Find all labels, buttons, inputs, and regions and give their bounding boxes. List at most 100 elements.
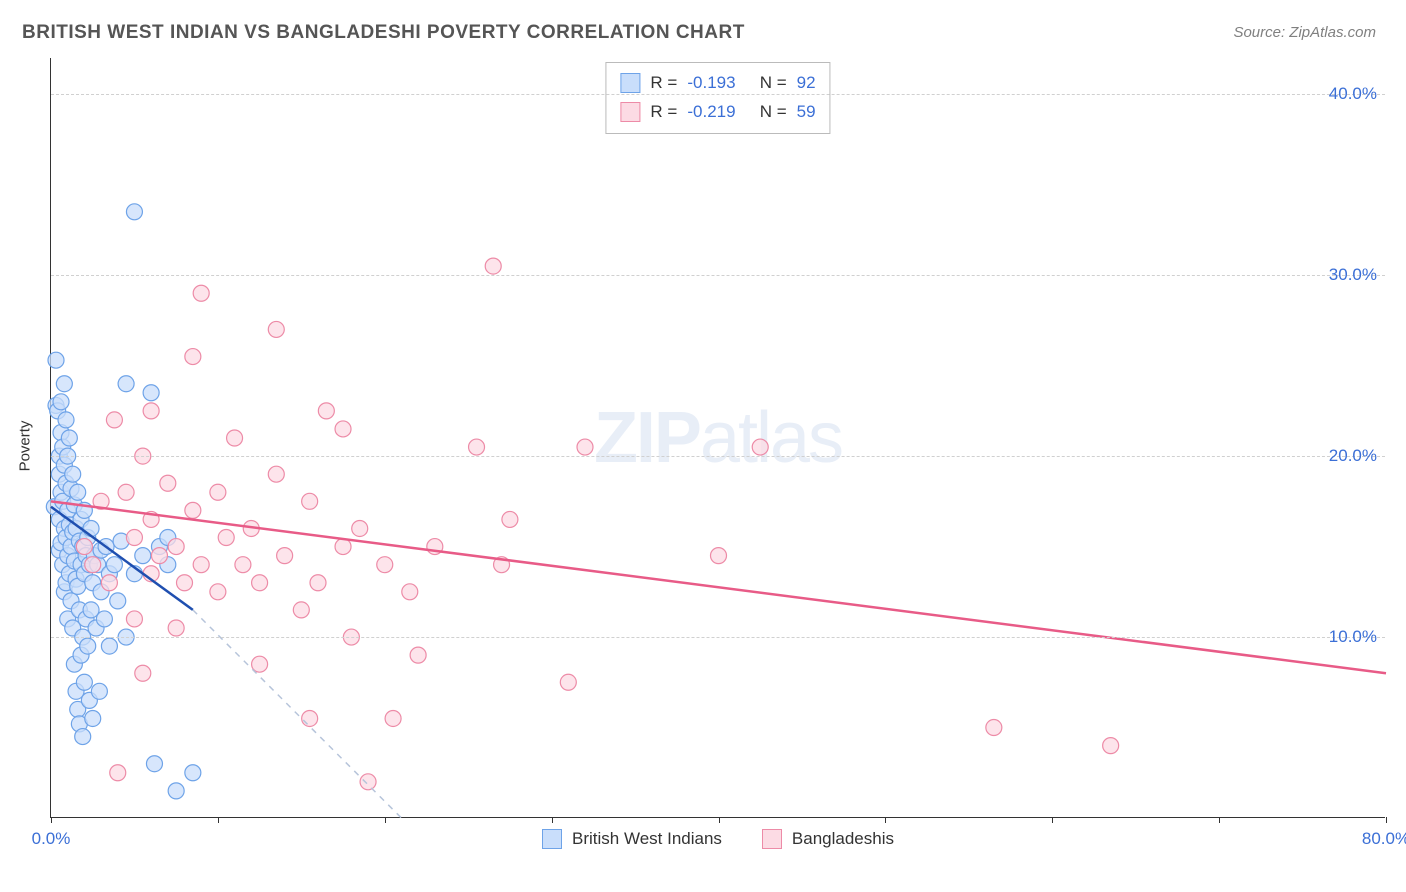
x-tick bbox=[885, 817, 886, 823]
data-point bbox=[752, 439, 768, 455]
data-point bbox=[268, 321, 284, 337]
data-point bbox=[135, 548, 151, 564]
plot-area: ZIPatlas R = -0.193 N = 92R = -0.219 N =… bbox=[50, 58, 1385, 818]
data-point bbox=[151, 548, 167, 564]
data-point bbox=[61, 430, 77, 446]
legend-swatch bbox=[542, 829, 562, 849]
data-point bbox=[76, 674, 92, 690]
legend-r-value: -0.219 bbox=[687, 98, 735, 127]
data-point bbox=[185, 349, 201, 365]
data-point bbox=[185, 502, 201, 518]
data-point bbox=[101, 575, 117, 591]
data-point bbox=[76, 539, 92, 555]
data-point bbox=[335, 539, 351, 555]
data-point bbox=[711, 548, 727, 564]
data-point bbox=[469, 439, 485, 455]
data-point bbox=[53, 394, 69, 410]
data-point bbox=[101, 638, 117, 654]
data-point bbox=[210, 484, 226, 500]
legend-series-item: British West Indians bbox=[542, 829, 722, 849]
trend-line bbox=[51, 501, 1386, 673]
x-tick bbox=[51, 817, 52, 823]
x-tick bbox=[1052, 817, 1053, 823]
data-point bbox=[75, 729, 91, 745]
data-point bbox=[210, 584, 226, 600]
data-point bbox=[110, 593, 126, 609]
data-point bbox=[65, 466, 81, 482]
data-point bbox=[318, 403, 334, 419]
data-point bbox=[83, 520, 99, 536]
data-point bbox=[106, 557, 122, 573]
x-tick bbox=[1386, 817, 1387, 823]
data-point bbox=[302, 493, 318, 509]
data-point bbox=[360, 774, 376, 790]
chart-container: BRITISH WEST INDIAN VS BANGLADESHI POVER… bbox=[0, 0, 1406, 892]
legend-correlation: R = -0.193 N = 92R = -0.219 N = 59 bbox=[605, 62, 830, 134]
data-point bbox=[58, 412, 74, 428]
data-point bbox=[126, 611, 142, 627]
data-point bbox=[193, 557, 209, 573]
chart-title: BRITISH WEST INDIAN VS BANGLADESHI POVER… bbox=[22, 22, 745, 44]
y-tick-label: 20.0% bbox=[1329, 446, 1377, 466]
gridline bbox=[51, 456, 1385, 457]
data-point bbox=[118, 376, 134, 392]
x-tick-label: 0.0% bbox=[32, 829, 71, 849]
y-tick-label: 30.0% bbox=[1329, 265, 1377, 285]
data-point bbox=[502, 511, 518, 527]
data-point bbox=[143, 385, 159, 401]
data-point bbox=[146, 756, 162, 772]
gridline bbox=[51, 637, 1385, 638]
data-point bbox=[227, 430, 243, 446]
gridline bbox=[51, 275, 1385, 276]
data-point bbox=[560, 674, 576, 690]
data-point bbox=[235, 557, 251, 573]
legend-r-label: R = bbox=[650, 98, 677, 127]
x-tick bbox=[218, 817, 219, 823]
y-tick-label: 40.0% bbox=[1329, 84, 1377, 104]
data-point bbox=[252, 656, 268, 672]
source-attribution: Source: ZipAtlas.com bbox=[1233, 24, 1376, 41]
x-tick bbox=[719, 817, 720, 823]
data-point bbox=[135, 665, 151, 681]
data-point bbox=[118, 484, 134, 500]
data-point bbox=[293, 602, 309, 618]
plot-svg bbox=[51, 58, 1385, 817]
data-point bbox=[577, 439, 593, 455]
data-point bbox=[986, 720, 1002, 736]
data-point bbox=[126, 530, 142, 546]
data-point bbox=[110, 765, 126, 781]
data-point bbox=[485, 258, 501, 274]
data-point bbox=[218, 530, 234, 546]
legend-series-label: Bangladeshis bbox=[792, 829, 894, 849]
data-point bbox=[56, 376, 72, 392]
data-point bbox=[1103, 738, 1119, 754]
data-point bbox=[177, 575, 193, 591]
legend-correlation-row: R = -0.219 N = 59 bbox=[620, 98, 815, 127]
legend-n-value: 59 bbox=[797, 98, 816, 127]
x-tick bbox=[552, 817, 553, 823]
legend-series-item: Bangladeshis bbox=[762, 829, 894, 849]
data-point bbox=[80, 638, 96, 654]
legend-swatch bbox=[762, 829, 782, 849]
data-point bbox=[168, 783, 184, 799]
y-axis-label: Poverty bbox=[17, 421, 34, 472]
data-point bbox=[302, 710, 318, 726]
data-point bbox=[160, 475, 176, 491]
data-point bbox=[377, 557, 393, 573]
x-tick bbox=[1219, 817, 1220, 823]
data-point bbox=[91, 683, 107, 699]
data-point bbox=[143, 403, 159, 419]
x-tick-label: 80.0% bbox=[1362, 829, 1406, 849]
legend-swatch bbox=[620, 73, 640, 93]
data-point bbox=[70, 484, 86, 500]
y-tick-label: 10.0% bbox=[1329, 627, 1377, 647]
data-point bbox=[352, 520, 368, 536]
legend-swatch bbox=[620, 102, 640, 122]
data-point bbox=[310, 575, 326, 591]
data-point bbox=[385, 710, 401, 726]
data-point bbox=[48, 352, 64, 368]
data-point bbox=[85, 557, 101, 573]
data-point bbox=[106, 412, 122, 428]
data-point bbox=[168, 620, 184, 636]
data-point bbox=[410, 647, 426, 663]
